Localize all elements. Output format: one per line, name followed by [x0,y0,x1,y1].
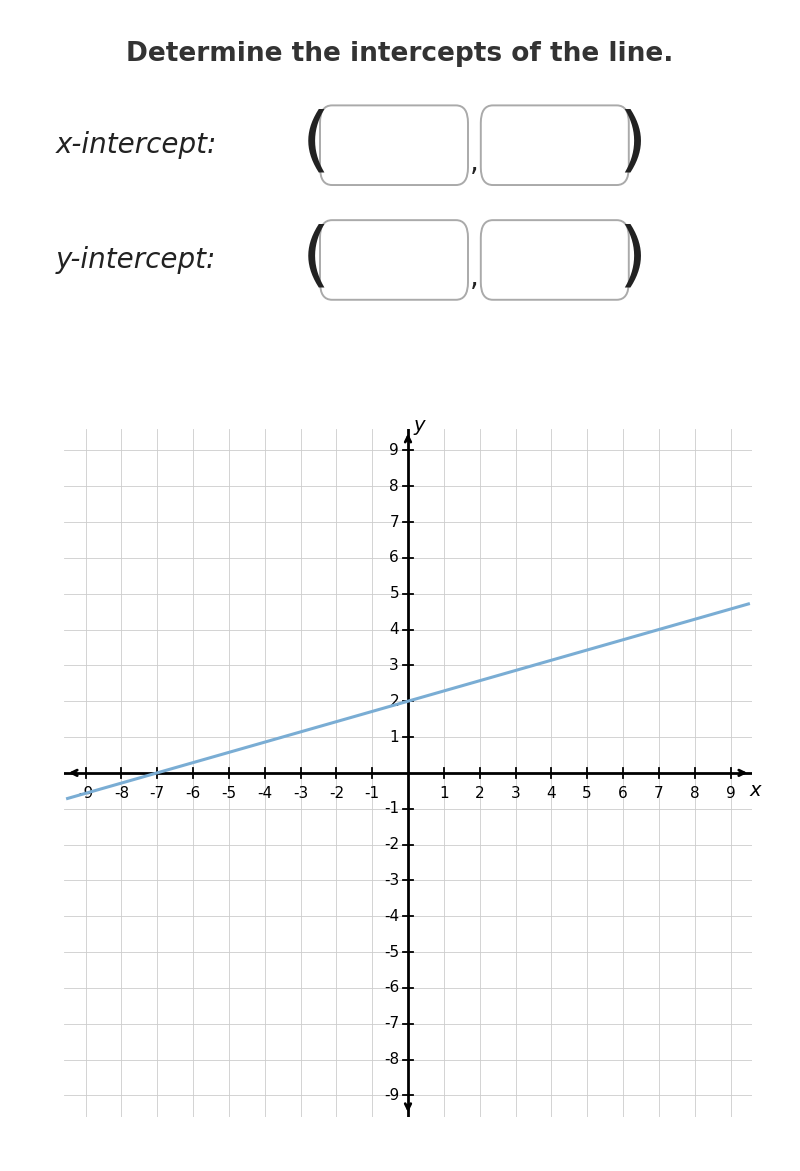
Text: -8: -8 [114,787,129,801]
Text: y: y [413,416,425,434]
Text: 2: 2 [390,693,399,708]
Text: 2: 2 [475,787,485,801]
Text: -4: -4 [257,787,272,801]
Text: -5: -5 [222,787,236,801]
Text: ): ) [618,109,646,177]
Text: 7: 7 [390,514,399,529]
Text: 4: 4 [546,787,556,801]
Text: -9: -9 [78,787,93,801]
Text: x-intercept:: x-intercept: [56,131,218,159]
Text: 8: 8 [390,479,399,494]
Text: ): ) [618,224,646,292]
Text: 3: 3 [510,787,520,801]
Text: (: ( [302,109,330,177]
Text: x: x [750,781,762,800]
Text: -7: -7 [384,1016,399,1032]
Text: 3: 3 [390,658,399,673]
Text: y-intercept:: y-intercept: [56,246,216,274]
Text: -5: -5 [384,945,399,959]
Text: 5: 5 [390,587,399,601]
Text: 8: 8 [690,787,699,801]
Text: 7: 7 [654,787,664,801]
Text: 9: 9 [390,443,399,458]
Text: -4: -4 [384,909,399,924]
Text: -6: -6 [384,980,399,995]
Text: 1: 1 [390,730,399,745]
Text: 4: 4 [390,622,399,637]
Text: ,: , [470,263,479,292]
Text: 6: 6 [618,787,628,801]
Text: Determine the intercepts of the line.: Determine the intercepts of the line. [126,41,674,67]
Text: -1: -1 [384,801,399,816]
Text: -2: -2 [384,837,399,852]
Text: -7: -7 [150,787,165,801]
Text: -3: -3 [293,787,308,801]
Text: 6: 6 [390,550,399,566]
Text: 9: 9 [726,787,735,801]
Text: -3: -3 [384,872,399,888]
Text: (: ( [302,224,330,292]
Text: -2: -2 [329,787,344,801]
Text: -1: -1 [365,787,380,801]
Text: ,: , [470,149,479,177]
Text: 1: 1 [439,787,449,801]
Text: 5: 5 [582,787,592,801]
Text: -8: -8 [384,1052,399,1067]
Text: -6: -6 [186,787,201,801]
Text: -9: -9 [384,1088,399,1103]
